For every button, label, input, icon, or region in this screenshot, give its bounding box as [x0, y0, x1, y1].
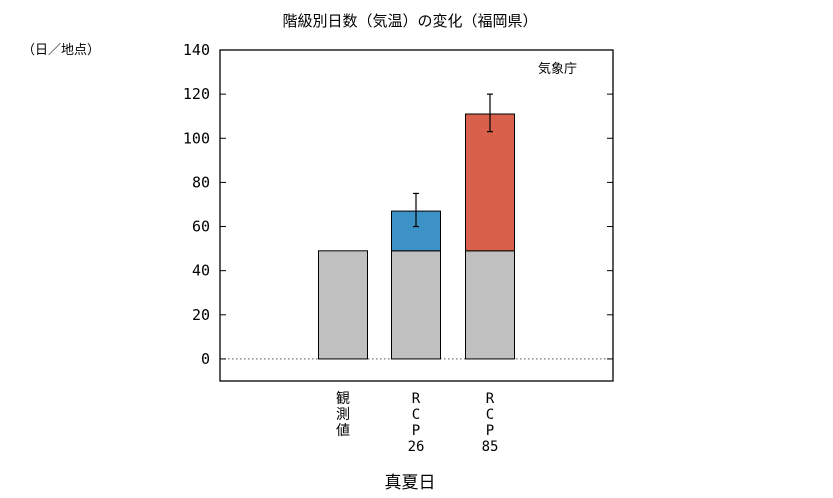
bar-rcp85-base: [465, 250, 515, 360]
bar-rcp26-base: [391, 250, 441, 360]
x-category-label-rcp26: R C P 26: [408, 391, 425, 455]
x-axis-label: 真夏日: [385, 473, 436, 493]
y-tick-label: 60: [192, 218, 210, 236]
y-unit-label: （日／地点）: [22, 43, 100, 58]
plot-frame: [219, 49, 614, 382]
chart-title: 階級別日数（気温）の変化（福岡県）: [282, 12, 537, 30]
y-tick-label: 140: [183, 41, 210, 59]
x-category-label-rcp85: R C P 85: [482, 391, 499, 455]
y-tick-label: 20: [192, 306, 210, 324]
y-tick-label: 80: [192, 173, 210, 191]
y-tick-label: 0: [201, 350, 210, 368]
y-tick-label: 40: [192, 262, 210, 280]
bar-obs-base: [318, 250, 368, 360]
plot-area: 0 20 40 60 80 100 120 140 観測値 R C P 26 R C P 85: [183, 41, 614, 455]
x-category-label-obs: 観測値: [336, 390, 350, 439]
credit-label: 気象庁: [538, 61, 577, 77]
y-tick-label: 120: [183, 85, 210, 103]
bar-rcp85-increase: [465, 113, 515, 252]
y-tick-label: 100: [183, 129, 210, 147]
